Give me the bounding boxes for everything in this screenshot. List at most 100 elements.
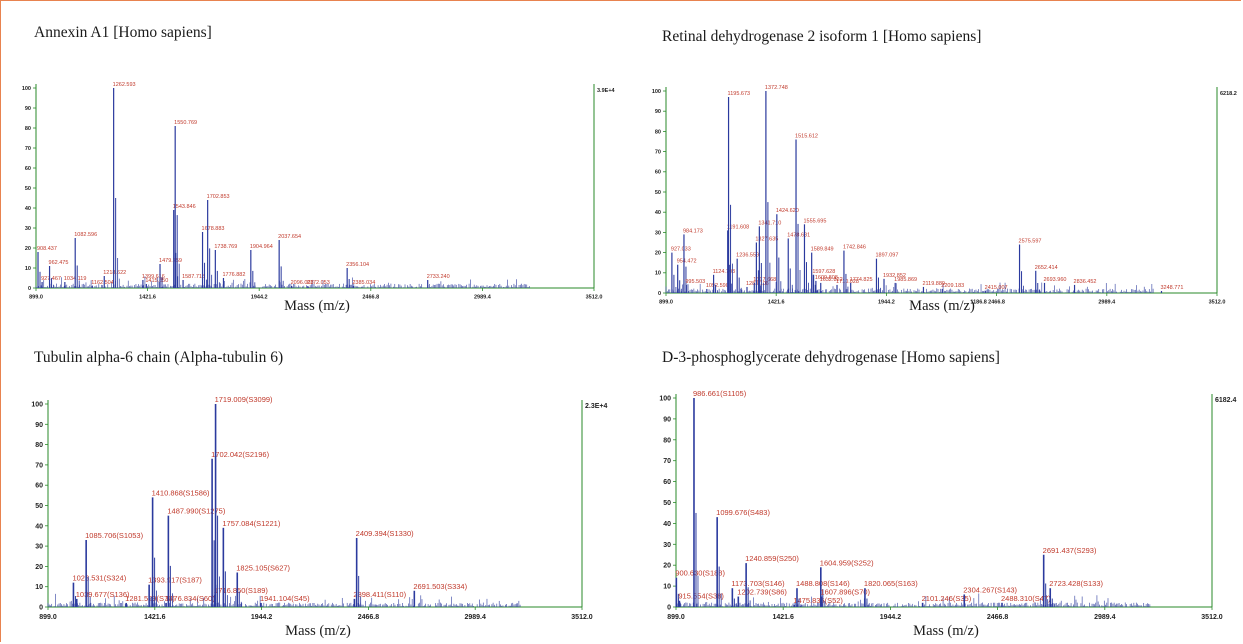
peak-label: 1372.748	[765, 85, 788, 91]
y-tick-label: 20	[35, 564, 43, 571]
peak-label: 1099.676(S483)	[716, 508, 770, 517]
spectrum-title-retinal: Retinal dehydrogenase 2 isoform 1 [Homo …	[662, 28, 982, 45]
y-tick-label: 40	[35, 523, 43, 530]
x-tick-label: 1944.2	[878, 300, 895, 306]
peak-label: 1240.859(S250)	[745, 554, 799, 563]
x-tick-label: 899.0	[667, 614, 685, 621]
peak-label: 995.503	[685, 279, 705, 285]
peak-label: 984.173	[683, 228, 703, 234]
peak-label: 1479.759	[159, 258, 182, 264]
peak-label: 2096.003	[291, 280, 314, 286]
peak-label: 1825.105(S627)	[236, 563, 290, 572]
y-tick-label: 0	[28, 286, 31, 292]
y-tick-label: 90	[663, 416, 671, 423]
max-intensity-label: 2.3E+4	[585, 403, 607, 410]
x-axis-label-annexin: Mass (m/z)	[284, 298, 350, 314]
x-tick-label: 3512.0	[586, 295, 603, 301]
y-tick-label: 0	[667, 604, 671, 611]
peak-label: 927.033	[671, 247, 691, 253]
spectrum-plot: 0 10 20 30 40 50 60 70 80 90 100 899.0 1421.6 1944.2 2…	[659, 389, 1236, 621]
overlay-tick-label: 1186.8	[970, 300, 987, 306]
x-tick-label: 2989.4	[1094, 614, 1116, 621]
peak-label: 2652.414	[1035, 265, 1058, 271]
peak-label: 908.437	[37, 246, 57, 252]
peak-label: 1555.695	[803, 218, 826, 224]
peak-label: 1092.590	[706, 283, 729, 289]
x-tick-label: 1944.2	[880, 614, 902, 621]
peak-label: 1985.869	[894, 277, 917, 283]
peak-label: 1124.703	[713, 269, 736, 275]
peak-label: 1195.673	[728, 91, 751, 97]
peak-label: 1716.850(S189)	[214, 586, 268, 595]
spectrum-plot: 0 10 20 30 40 50 60 70 80 90 100 899.0 1421.6 1944.2 2…	[31, 395, 607, 621]
max-intensity-label: 6182.4	[1215, 397, 1237, 404]
y-tick-label: 100	[659, 395, 671, 402]
peak-label: 1283.106	[746, 281, 769, 287]
peak-label: 1341.710	[758, 220, 781, 226]
peak-label: 2409.394(S1330)	[356, 529, 414, 538]
x-tick-label: 2989.4	[1098, 300, 1116, 306]
peak-label: 1399.616	[142, 274, 165, 280]
peak-label: 1487.990(S1275)	[167, 507, 225, 516]
max-intensity-label: 3.9E+4	[597, 88, 616, 94]
peak-label: 1820.065(S163)	[864, 579, 918, 588]
peak-label: 1281.529(S76)	[125, 594, 175, 603]
peak-label: 927.467	[41, 276, 61, 282]
peak-label: 1738.769	[214, 244, 237, 250]
x-tick-label: 1944.2	[251, 295, 268, 301]
peak-label: 1941.104(S45)	[260, 594, 310, 603]
y-tick-label: 10	[25, 266, 31, 272]
peak-label: 1327.635	[755, 237, 778, 243]
peak-label: 1607.896(S70)	[820, 588, 870, 597]
peak-label: 986.661(S1105)	[693, 389, 747, 398]
x-tick-label: 2466.8	[987, 614, 1009, 621]
peak-label: 1218.622	[103, 270, 126, 276]
peak-label: 1202.739(S86)	[737, 588, 787, 597]
peak-label: 1742.846	[843, 245, 866, 251]
spectrum-title-tubulin: Tubulin alpha-6 chain (Alpha-tubulin 6)	[34, 349, 284, 366]
y-tick-label: 10	[35, 584, 43, 591]
y-tick-label: 40	[655, 210, 661, 216]
x-tick-label: 2989.4	[464, 614, 486, 621]
spectrum-title-annexin: Annexin A1 [Homo sapiens]	[34, 24, 212, 41]
y-tick-label: 0	[39, 604, 43, 611]
peak-label: 2836.452	[1074, 279, 1097, 285]
peak-label: 2385.034	[352, 280, 375, 286]
peak-label: 1236.559	[736, 253, 759, 259]
y-tick-label: 50	[663, 500, 671, 507]
x-tick-label: 2466.8	[362, 295, 379, 301]
y-tick-label: 90	[655, 109, 661, 115]
max-intensity-label: 6218.2	[1220, 91, 1237, 97]
y-tick-label: 80	[663, 437, 671, 444]
y-tick-label: 30	[25, 226, 31, 232]
spectrum-plot: 0 10 20 30 40 50 60 70 80 90 100 899.0 1421.6 1944.2 2…	[22, 82, 616, 301]
spectrum-title-phgdh: D-3-phosphoglycerate dehydrogenase [Homo…	[662, 349, 1000, 366]
peak-label: 1776.882	[222, 272, 245, 278]
peak-label: 2101.246(S35)	[922, 594, 972, 603]
peak-label: 2037.654	[278, 234, 301, 240]
peak-label: 1191.608	[727, 224, 750, 230]
x-tick-label: 1421.6	[772, 614, 794, 621]
y-tick-label: 80	[655, 129, 661, 135]
peak-label: 1757.084(S1221)	[222, 519, 280, 528]
peak-label: 2172.053	[307, 280, 330, 286]
y-tick-label: 100	[31, 401, 43, 408]
peak-label: 1589.849	[811, 247, 834, 253]
peak-label: 1424.620	[776, 208, 799, 214]
peak-label: 2488.310(S47)	[1001, 594, 1051, 603]
peak-label: 1515.612	[795, 133, 818, 139]
peak-label: 1543.846	[173, 204, 196, 210]
peak-label: 1085.706(S1053)	[85, 531, 143, 540]
peak-label: 962.475	[49, 260, 69, 266]
peak-label: 2415.007	[985, 285, 1008, 291]
peak-label: 1023.531(S324)	[72, 574, 126, 583]
y-tick-label: 20	[663, 563, 671, 570]
peak-label: 1262.593	[113, 82, 136, 88]
peak-label: 1897.097	[875, 253, 898, 259]
x-tick-label: 1421.6	[139, 295, 156, 301]
x-tick-label: 3512.0	[1201, 614, 1223, 621]
y-tick-label: 20	[25, 246, 31, 252]
